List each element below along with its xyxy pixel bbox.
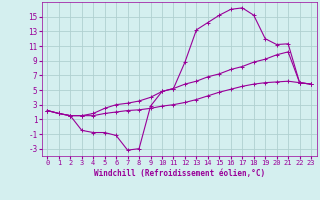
X-axis label: Windchill (Refroidissement éolien,°C): Windchill (Refroidissement éolien,°C) bbox=[94, 169, 265, 178]
